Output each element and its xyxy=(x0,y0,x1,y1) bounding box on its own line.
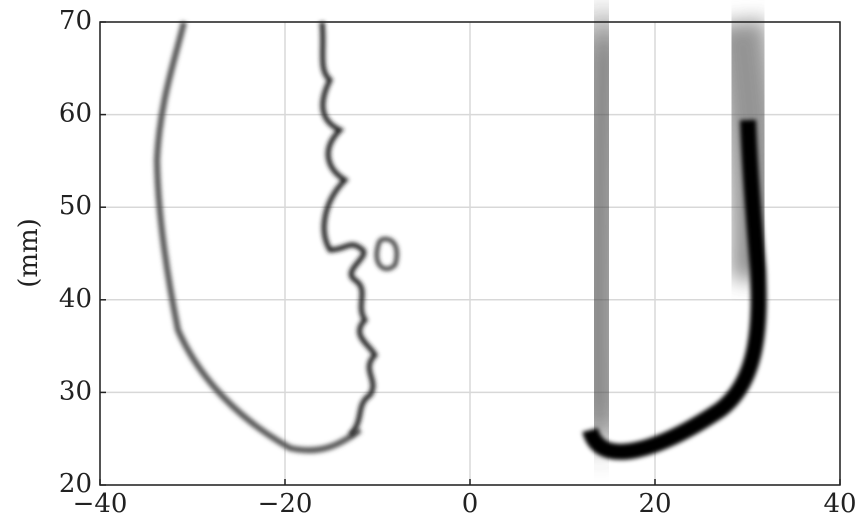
x-tick-label: 0 xyxy=(462,489,479,519)
y-tick-label: 20 xyxy=(59,469,92,499)
y-tick-label: 50 xyxy=(59,191,92,221)
y-tick-label: 30 xyxy=(59,376,92,406)
jagged-front xyxy=(319,21,379,437)
x-tick-label: −20 xyxy=(258,489,313,519)
x-tick-label: −40 xyxy=(73,489,128,519)
x-tick-label: 20 xyxy=(638,489,671,519)
y-tick-label: 40 xyxy=(59,284,92,314)
image-content xyxy=(153,18,782,460)
y-tick-label: 60 xyxy=(59,99,92,129)
y-axis-label: (mm) xyxy=(14,218,44,288)
right-front xyxy=(582,119,767,460)
blob xyxy=(374,237,399,271)
y-tick-label: 70 xyxy=(59,6,92,36)
left-front xyxy=(153,21,362,454)
right-plume xyxy=(582,21,620,441)
x-tick-label: 40 xyxy=(823,489,856,519)
